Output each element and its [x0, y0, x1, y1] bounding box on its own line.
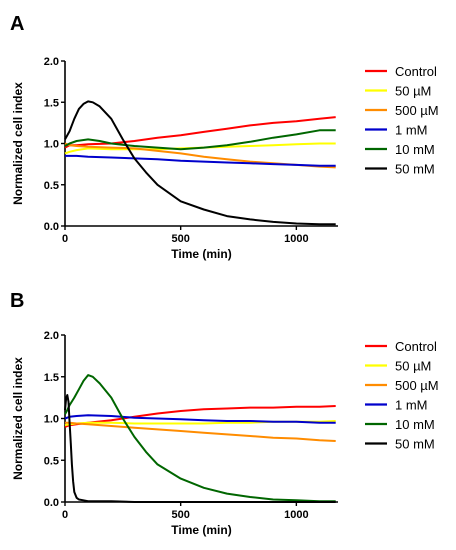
series-line-4	[64, 129, 336, 151]
series-line-5	[64, 100, 336, 226]
y-tick-label: 2.0	[44, 330, 59, 342]
x-tick-label: 500	[171, 233, 189, 245]
legend-entry: 50 mM	[395, 162, 435, 177]
legend-entry: 50 µM	[395, 84, 431, 99]
y-tick-label: 0.5	[44, 455, 59, 467]
series-line-2	[65, 421, 336, 442]
y-tick-label: 0.5	[44, 180, 59, 192]
y-tick-label: 2.0	[44, 56, 59, 68]
panel-letter: B	[10, 290, 24, 312]
x-axis-label: Time (min)	[171, 247, 231, 261]
y-tick-label: 1.0	[44, 139, 59, 151]
series-line-4	[64, 374, 336, 503]
x-tick-label: 1000	[284, 233, 308, 245]
panel-b: B 0.0 0.5 1.0 1.5 2.0 0 500 1000 Time (min) Normal…	[10, 290, 439, 537]
legend-entry: 500 µM	[395, 378, 439, 393]
panel-a: A 0.0 0.5 1.0 1.5 2.0 0 500 1000 Time (min) Normal…	[10, 13, 439, 261]
y-axis-label: Normalized cell index	[11, 82, 25, 205]
series-line-0	[64, 116, 336, 149]
series-line-3	[65, 154, 336, 167]
panel-letter: A	[10, 13, 24, 35]
series-line-5	[64, 394, 336, 503]
legend-entry: 500 µM	[395, 103, 439, 118]
legend-entry: 1 mM	[395, 123, 428, 138]
y-tick-label: 1.0	[44, 414, 59, 426]
legend-entry: Control	[395, 339, 437, 354]
x-tick-label: 1000	[284, 509, 308, 521]
x-tick-label: 500	[171, 509, 189, 521]
y-tick-label: 1.5	[44, 97, 59, 109]
legend-entry: 10 mM	[395, 142, 435, 157]
legend-entry: Control	[395, 64, 437, 79]
x-tick-label: 0	[62, 233, 68, 245]
y-tick-label: 1.5	[44, 372, 59, 384]
x-axis-label: Time (min)	[171, 523, 231, 537]
legend-entry: 50 µM	[395, 359, 431, 374]
y-tick-label: 0.0	[44, 221, 59, 233]
series-line-3	[64, 414, 336, 424]
y-axis-label: Normalized cell index	[11, 357, 25, 480]
y-tick-label: 0.0	[44, 497, 59, 509]
legend-entry: 1 mM	[395, 398, 428, 413]
x-tick-label: 0	[62, 509, 68, 521]
legend-entry: 50 mM	[395, 437, 435, 452]
legend-entry: 10 mM	[395, 417, 435, 432]
